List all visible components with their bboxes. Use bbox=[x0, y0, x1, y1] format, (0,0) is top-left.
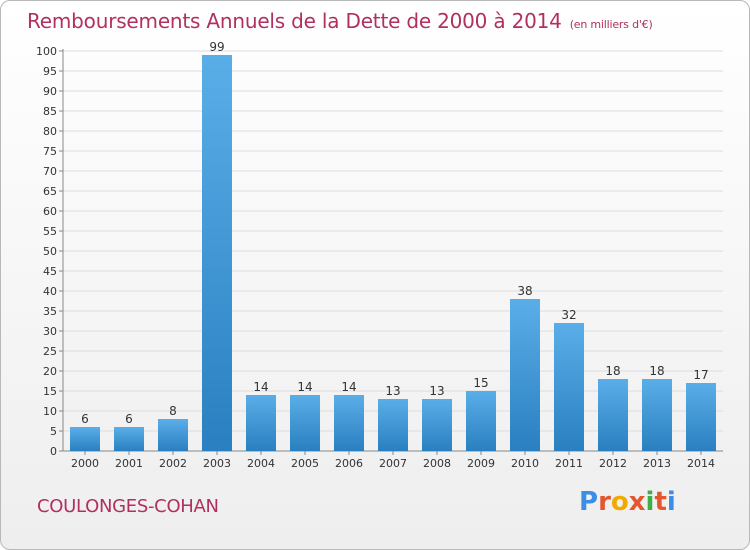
x-tick-label: 2011 bbox=[555, 457, 583, 470]
y-tick-label: 35 bbox=[43, 305, 57, 318]
y-tick-label: 85 bbox=[43, 105, 57, 118]
y-tick-label: 90 bbox=[43, 85, 57, 98]
logo-letter: i bbox=[666, 487, 676, 517]
bar bbox=[70, 427, 100, 451]
commune-name: COULONGES-COHAN bbox=[37, 496, 219, 517]
data-label: 18 bbox=[605, 364, 620, 378]
data-label: 15 bbox=[473, 376, 488, 390]
logo-letter: i bbox=[645, 487, 655, 517]
x-tick-label: 2013 bbox=[643, 457, 671, 470]
y-tick-label: 40 bbox=[43, 285, 57, 298]
chart-title-text: Remboursements Annuels de la Dette de 20… bbox=[27, 9, 562, 33]
y-tick-label: 100 bbox=[36, 45, 57, 58]
data-label: 14 bbox=[253, 380, 268, 394]
x-tick-labels: 2000 2001 2002 2003 2004 2005 2006 2007 2008 2009… bbox=[71, 457, 715, 470]
y-tick-label: 65 bbox=[43, 185, 57, 198]
bar bbox=[290, 395, 320, 451]
y-tick-label: 60 bbox=[43, 205, 57, 218]
x-tick-label: 2002 bbox=[159, 457, 187, 470]
grid-lines bbox=[63, 50, 723, 432]
y-tick-label: 70 bbox=[43, 165, 57, 178]
y-tick-label: 25 bbox=[43, 345, 57, 358]
y-tick-label: 5 bbox=[50, 425, 57, 438]
y-tick-label: 75 bbox=[43, 145, 57, 158]
x-tick-label: 2009 bbox=[467, 457, 495, 470]
bar bbox=[510, 299, 540, 451]
chart-unit: (en milliers d'€) bbox=[569, 18, 653, 31]
data-label: 6 bbox=[125, 412, 133, 426]
x-tick-label: 2003 bbox=[203, 457, 231, 470]
bar bbox=[642, 379, 672, 451]
bar bbox=[686, 383, 716, 451]
data-label: 13 bbox=[429, 384, 444, 398]
data-label: 14 bbox=[341, 380, 356, 394]
y-tick-label: 45 bbox=[43, 265, 57, 278]
bar bbox=[202, 55, 232, 451]
y-tick-labels: 0 5 10 15 20 25 30 35 40 45 50 55 60 65 70 75 80 85 90 95 10… bbox=[36, 45, 57, 458]
bar bbox=[598, 379, 628, 451]
x-tick-label: 2012 bbox=[599, 457, 627, 470]
data-label: 32 bbox=[561, 308, 576, 322]
x-tick-label: 2000 bbox=[71, 457, 99, 470]
y-tick-label: 30 bbox=[43, 325, 57, 338]
x-tick-label: 2014 bbox=[687, 457, 715, 470]
bar bbox=[246, 395, 276, 451]
y-tick-label: 80 bbox=[43, 125, 57, 138]
proxiti-logo[interactable]: Proxiti bbox=[579, 487, 676, 517]
bar bbox=[466, 391, 496, 451]
x-tick-label: 2007 bbox=[379, 457, 407, 470]
logo-letter: x bbox=[628, 487, 646, 517]
data-label: 17 bbox=[693, 368, 708, 382]
logo-letter: P bbox=[579, 487, 599, 517]
data-labels: 6 6 8 99 14 14 14 13 13 15 38 32 18 18 17 bbox=[81, 40, 708, 426]
y-tick-label: 0 bbox=[50, 445, 57, 458]
data-label: 18 bbox=[649, 364, 664, 378]
data-label: 38 bbox=[517, 284, 532, 298]
chart-title: Remboursements Annuels de la Dette de 20… bbox=[27, 9, 653, 33]
data-label: 99 bbox=[209, 40, 224, 54]
y-tick-label: 10 bbox=[43, 405, 57, 418]
bar bbox=[554, 323, 584, 451]
x-tick-label: 2005 bbox=[291, 457, 319, 470]
data-label: 14 bbox=[297, 380, 312, 394]
y-tick-label: 55 bbox=[43, 225, 57, 238]
x-tick-label: 2006 bbox=[335, 457, 363, 470]
y-tick-label: 50 bbox=[43, 245, 57, 258]
y-tick-label: 95 bbox=[43, 65, 57, 78]
bar bbox=[334, 395, 364, 451]
logo-letter: o bbox=[610, 487, 629, 517]
bars bbox=[70, 55, 716, 451]
bar bbox=[378, 399, 408, 451]
data-label: 8 bbox=[169, 404, 177, 418]
x-tick-label: 2004 bbox=[247, 457, 275, 470]
data-label: 13 bbox=[385, 384, 400, 398]
bar bbox=[114, 427, 144, 451]
bar bbox=[158, 419, 188, 451]
x-tick-label: 2001 bbox=[115, 457, 143, 470]
x-tick-label: 2008 bbox=[423, 457, 451, 470]
y-tick-label: 15 bbox=[43, 385, 57, 398]
x-tick-label: 2010 bbox=[511, 457, 539, 470]
y-tick-label: 20 bbox=[43, 365, 57, 378]
bar bbox=[422, 399, 452, 451]
logo-letter: t bbox=[654, 487, 667, 517]
data-label: 6 bbox=[81, 412, 89, 426]
logo-letter: r bbox=[598, 487, 611, 517]
